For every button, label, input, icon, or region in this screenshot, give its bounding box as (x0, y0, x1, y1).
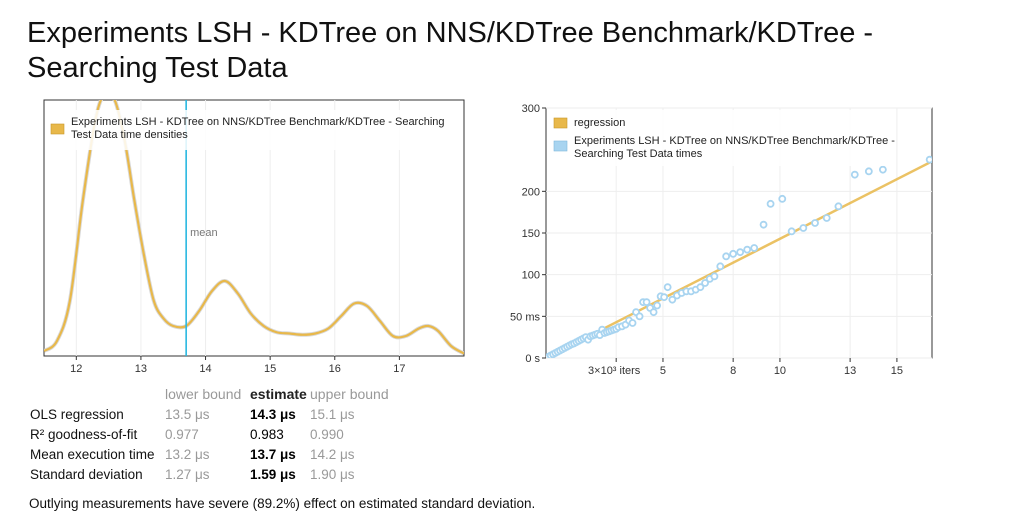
y-tick-label: 300 (522, 103, 540, 115)
data-point (663, 283, 672, 292)
x-tick-label: 5 (660, 365, 666, 377)
lower-bound-value: 13.5 μs (165, 406, 210, 422)
data-point (811, 219, 819, 227)
outlier-note: Outlying measurements have severe (89.2%… (29, 496, 536, 511)
legend-label-regression: regression (574, 117, 625, 129)
stats-header-row: lower bound estimate upper bound (30, 384, 389, 404)
x-tick-label: 17 (393, 363, 405, 375)
mean-label: mean (190, 227, 218, 239)
data-point (736, 248, 745, 257)
stats-header-empty (30, 384, 165, 404)
x-tick-label: 12 (70, 363, 82, 375)
density-chart: 12 13 14 15 16 17 mean Experiments LSH - KDTree… (43, 99, 465, 375)
legend-label-times: Experiments LSH - KDTree on NNS/KDTree B… (574, 135, 895, 147)
regression-line (546, 160, 932, 358)
header-lower-bound: lower bound (165, 386, 242, 402)
lower-bound-value: 1.27 μs (165, 466, 210, 482)
stats-row-mean: Mean execution time 13.2 μs 13.7 μs 14.2… (30, 444, 389, 464)
legend-background (550, 110, 896, 166)
data-point (710, 272, 719, 281)
data-point (822, 214, 831, 222)
scatter-legend: regression Experiments LSH - KDTree on NN… (550, 110, 896, 166)
data-point (668, 295, 677, 304)
data-point (925, 155, 932, 164)
data-point (750, 244, 759, 252)
data-point (787, 227, 796, 236)
stats-row-ols: OLS regression 13.5 μs 14.3 μs 15.1 μs (30, 404, 389, 424)
scatter-series (546, 155, 932, 358)
data-point (766, 199, 775, 208)
estimate-value: 13.7 μs (250, 446, 296, 462)
row-label: Standard deviation (30, 466, 143, 482)
legend-background (48, 110, 420, 150)
data-point (628, 319, 637, 327)
data-point (696, 283, 705, 292)
data-point (743, 245, 752, 254)
data-point (642, 298, 651, 307)
regression-scatter-chart: 0 s 50 ms 100 150 200 300 3×10³ iters 5 8 10 13 15 r… (510, 103, 933, 377)
stats-row-stddev: Standard deviation 1.27 μs 1.59 μs 1.90 … (30, 464, 389, 484)
upper-bound-value: 15.1 μs (310, 406, 355, 422)
lower-bound-value: 13.2 μs (165, 446, 210, 462)
y-tick-label: 200 (522, 186, 540, 198)
x-tick-label: 8 (730, 365, 736, 377)
y-tick-label: 50 ms (510, 311, 540, 323)
estimate-value: 1.59 μs (250, 466, 296, 482)
y-tick-label: 0 s (525, 353, 540, 365)
data-point (759, 220, 768, 229)
data-point (635, 312, 644, 321)
legend-swatch-density (50, 123, 65, 135)
stats-row-r2: R² goodness-of-fit 0.977 0.983 0.990 (30, 424, 389, 444)
statistics-table: lower bound estimate upper bound OLS reg… (30, 384, 389, 484)
page-title: Experiments LSH - KDTree on NNS/KDTree B… (27, 17, 874, 84)
upper-bound-value: 14.2 μs (310, 446, 355, 462)
x-tick-label: 13 (844, 365, 856, 377)
upper-bound-value: 1.90 μs (310, 466, 355, 482)
x-tick-label: 3×10³ iters (588, 365, 641, 377)
x-tick-label: 16 (329, 363, 341, 375)
y-tick-label: 150 (522, 228, 540, 240)
density-series (44, 100, 464, 356)
data-point (653, 301, 662, 310)
row-label: OLS regression (30, 406, 124, 422)
row-label: R² goodness-of-fit (30, 426, 138, 442)
y-tick-label: 100 (522, 270, 540, 282)
estimate-value: 0.983 (250, 426, 284, 442)
estimate-value: 14.3 μs (250, 406, 296, 422)
x-tick-label: 15 (891, 365, 903, 377)
data-point (729, 249, 738, 258)
density-legend: Experiments LSH - KDTree on NNS/KDTree B… (48, 110, 445, 150)
data-point (864, 167, 873, 176)
row-label: Mean execution time (30, 446, 155, 462)
legend-swatch-regression (553, 117, 568, 129)
x-tick-label: 15 (264, 363, 276, 375)
data-point (649, 308, 658, 317)
header-estimate: estimate (250, 386, 307, 402)
legend-label-density: Test Data time densities (71, 129, 188, 141)
data-point (722, 252, 731, 261)
data-point (660, 293, 669, 302)
x-tick-label: 13 (135, 363, 147, 375)
density-curve (44, 100, 464, 355)
data-point (701, 279, 709, 287)
data-point (716, 262, 725, 271)
legend-swatch-times (553, 140, 568, 152)
legend-label-times: Searching Test Data times (574, 148, 703, 160)
upper-bound-value: 0.990 (310, 426, 344, 442)
x-tick-label: 14 (199, 363, 211, 375)
legend-label-density: Experiments LSH - KDTree on NNS/KDTree B… (71, 116, 445, 128)
data-point (778, 194, 787, 203)
data-point (834, 202, 843, 211)
x-tick-label: 10 (774, 365, 786, 377)
data-point (799, 224, 808, 232)
lower-bound-value: 0.977 (165, 426, 199, 442)
header-upper-bound: upper bound (310, 386, 389, 402)
data-point (850, 170, 859, 179)
data-point (878, 165, 887, 174)
